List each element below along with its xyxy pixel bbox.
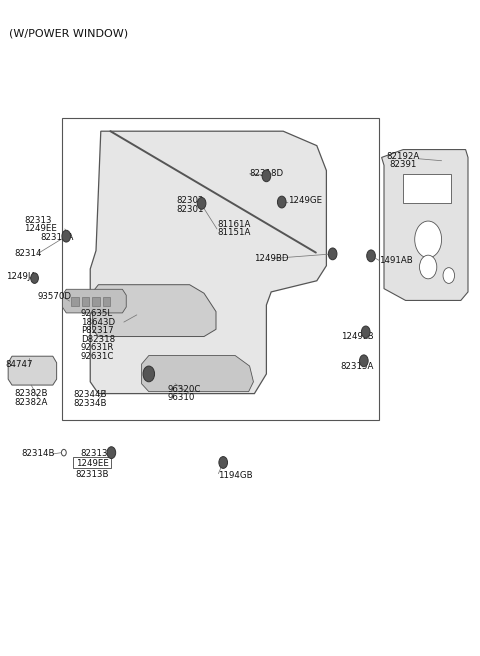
Text: 82302: 82302: [177, 196, 204, 205]
Text: 1249JA: 1249JA: [6, 272, 36, 281]
Bar: [71, 297, 79, 306]
Bar: [403, 174, 451, 203]
Text: 93570D: 93570D: [37, 292, 72, 301]
Text: 82334B: 82334B: [73, 399, 107, 408]
Text: P82317: P82317: [81, 326, 113, 335]
Text: D82318: D82318: [81, 335, 115, 344]
Text: 1249GE: 1249GE: [288, 196, 322, 205]
Text: 1249EE: 1249EE: [76, 459, 108, 468]
Polygon shape: [8, 356, 57, 385]
Text: 84747: 84747: [6, 359, 33, 369]
Text: (W/POWER WINDOW): (W/POWER WINDOW): [9, 28, 128, 38]
Text: 82313: 82313: [24, 216, 51, 225]
Text: 82314: 82314: [14, 249, 42, 258]
Circle shape: [262, 170, 271, 182]
Text: 92631R: 92631R: [81, 343, 114, 352]
Bar: [103, 297, 110, 306]
Text: 1249EE: 1249EE: [24, 224, 57, 234]
Text: 18643D: 18643D: [81, 318, 115, 327]
Circle shape: [62, 230, 71, 242]
Circle shape: [443, 268, 455, 283]
Polygon shape: [142, 356, 253, 392]
Polygon shape: [93, 285, 216, 337]
Circle shape: [219, 457, 228, 468]
Text: 82315A: 82315A: [341, 361, 374, 371]
Text: 82314B: 82314B: [22, 449, 55, 459]
Text: 82382B: 82382B: [14, 389, 48, 398]
Polygon shape: [382, 150, 468, 300]
Circle shape: [277, 196, 286, 208]
Text: 82301: 82301: [177, 205, 204, 214]
Text: 82192A: 82192A: [386, 152, 420, 161]
Text: 1491AB: 1491AB: [379, 256, 413, 265]
Bar: [82, 297, 89, 306]
Circle shape: [361, 326, 370, 338]
Text: 81151A: 81151A: [217, 228, 251, 237]
Polygon shape: [62, 289, 126, 313]
Text: 1249BD: 1249BD: [254, 254, 289, 263]
Text: 92635L: 92635L: [81, 309, 113, 318]
Bar: [62, 118, 379, 420]
Text: 82344B: 82344B: [73, 390, 107, 400]
Circle shape: [328, 248, 337, 260]
Bar: [92, 297, 100, 306]
Circle shape: [420, 255, 437, 279]
Text: 82313A: 82313A: [41, 233, 74, 242]
Circle shape: [197, 197, 206, 209]
Text: 1249LB: 1249LB: [341, 332, 373, 341]
Text: 1194GB: 1194GB: [218, 471, 253, 480]
Circle shape: [360, 355, 368, 367]
Bar: [73, 457, 111, 468]
Circle shape: [107, 447, 116, 459]
Text: 82318D: 82318D: [250, 169, 284, 178]
Text: 82382A: 82382A: [14, 398, 48, 407]
Text: 92631C: 92631C: [81, 352, 114, 361]
Polygon shape: [90, 131, 326, 394]
Circle shape: [415, 221, 442, 258]
Text: 82313A: 82313A: [81, 449, 114, 459]
Text: 96310: 96310: [167, 393, 194, 402]
Text: 82391: 82391: [389, 160, 417, 169]
Circle shape: [367, 250, 375, 262]
Circle shape: [31, 273, 38, 283]
Text: 81161A: 81161A: [217, 220, 251, 229]
Circle shape: [143, 366, 155, 382]
Text: 82313B: 82313B: [76, 470, 109, 479]
Text: 96320C: 96320C: [167, 384, 201, 394]
